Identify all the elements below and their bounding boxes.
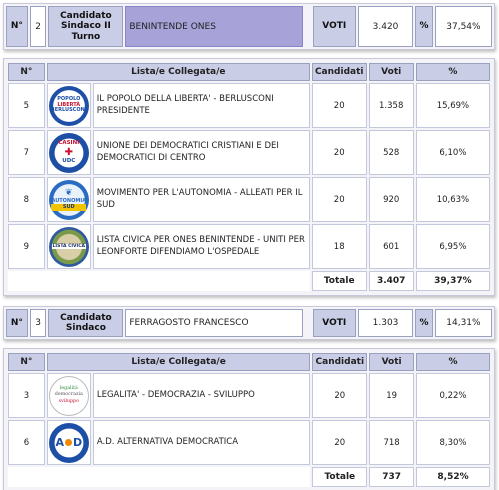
list-percentage: 6,10% [415, 130, 490, 175]
list-candidates: 20 [311, 130, 367, 175]
list-number: 5 [8, 83, 45, 128]
list-votes: 601 [368, 224, 414, 269]
pct-label: % [415, 309, 433, 337]
list-candidates: 20 [312, 420, 368, 465]
column-header-voti: Voti [369, 353, 415, 371]
candidate-header: N° 2 Candidato Sindaco II Turno BENINTEN… [3, 3, 495, 50]
column-header-pct: % [415, 63, 490, 81]
column-header-candidati: Candidati [312, 353, 368, 371]
mpa-logo-icon: ❦ AUTONOMIA SUD [48, 179, 89, 220]
list-name: MOVIMENTO PER L'AUTONOMIA - ALLEATI PER … [92, 177, 310, 222]
table-row: 9 LISTA CIVICA LISTA CIVICA PER ONES BEN… [8, 224, 490, 269]
list-name: IL POPOLO DELLA LIBERTA' - BERLUSCONI PR… [92, 83, 310, 128]
column-header-voti: Voti [368, 63, 414, 81]
voti-label: VOTI [312, 6, 356, 47]
candidate-role-label: Candidato Sindaco II Turno [48, 6, 124, 47]
candidate-block-benintende: N° 2 Candidato Sindaco II Turno BENINTEN… [3, 3, 495, 296]
list-candidates: 18 [311, 224, 367, 269]
voti-label: VOTI [312, 309, 356, 337]
totale-votes: 737 [369, 467, 415, 487]
spacer [305, 6, 311, 47]
list-number: 7 [8, 130, 45, 175]
list-votes: 19 [369, 373, 415, 418]
column-header-num: N° [8, 63, 45, 81]
list-number: 9 [8, 224, 45, 269]
candidate-header: N° 3 Candidato Sindaco FERRAGOSTO FRANCE… [3, 306, 495, 340]
table-header-row: N° Lista/e Collegata/e Candidati Voti % [8, 353, 490, 371]
list-votes: 528 [368, 130, 414, 175]
no-label: N° [6, 6, 28, 47]
list-number: 3 [8, 373, 45, 418]
list-number: 8 [8, 177, 45, 222]
udc-logo-icon: CASINI ✚ UDC [48, 132, 89, 173]
list-votes: 1.358 [368, 83, 414, 128]
list-percentage: 8,30% [416, 420, 490, 465]
list-percentage: 0,22% [416, 373, 490, 418]
list-name: LEGALITA' - DEMOCRAZIA - SVILUPPO [92, 373, 311, 418]
list-votes: 920 [368, 177, 414, 222]
pdl-logo-icon: POPOLO LIBERTÀ BERLUSCONI [48, 85, 89, 126]
table-row: 6 A D A.D. ALTERNATIVA DEMOCRATICA 20 71… [8, 420, 490, 465]
no-label: N° [6, 309, 28, 337]
table-row: 3 legalità democrazia sviluppo LEGALITA'… [8, 373, 490, 418]
column-header-num: N° [8, 353, 45, 371]
legalita-logo-icon: legalità democrazia sviluppo [48, 375, 89, 416]
lista-civica-logo-icon: LISTA CIVICA [48, 226, 89, 267]
lists-table: N° Lista/e Collegata/e Candidati Voti % … [3, 348, 495, 490]
list-number: 6 [8, 420, 45, 465]
totale-votes: 3.407 [368, 271, 414, 291]
column-header-lista: Lista/e Collegata/e [46, 353, 311, 371]
column-header-pct: % [416, 353, 490, 371]
candidate-percentage: 37,54% [434, 6, 492, 47]
list-percentage: 10,63% [415, 177, 490, 222]
candidate-name: FERRAGOSTO FRANCESCO [125, 309, 303, 337]
table-row: 7 CASINI ✚ UDC UNIONE DEI DEMOCRATICI CR… [8, 130, 490, 175]
candidate-role-label: Candidato Sindaco [48, 309, 124, 337]
list-name: LISTA CIVICA PER ONES BENINTENDE - UNITI… [92, 224, 310, 269]
totale-label: Totale [312, 467, 368, 487]
totals-row: Totale 3.407 39,37% [8, 271, 490, 291]
totals-row: Totale 737 8,52% [8, 467, 490, 487]
table-row: 5 POPOLO LIBERTÀ BERLUSCONI IL POPOLO DE… [8, 83, 490, 128]
candidate-number: 3 [29, 309, 47, 337]
candidate-name: BENINTENDE ONES [125, 6, 303, 47]
candidate-block-ferragosto: N° 3 Candidato Sindaco FERRAGOSTO FRANCE… [3, 306, 495, 490]
list-candidates: 20 [311, 83, 367, 128]
table-row: 8 ❦ AUTONOMIA SUD MOVIMENTO PER L'AUTONO… [8, 177, 490, 222]
totale-percentage: 39,37% [415, 271, 490, 291]
alternativa-democratica-logo-icon: A D [48, 422, 89, 463]
totale-label: Totale [311, 271, 367, 291]
list-votes: 718 [369, 420, 415, 465]
list-percentage: 15,69% [415, 83, 490, 128]
candidate-number: 2 [29, 6, 47, 47]
column-header-lista: Lista/e Collegata/e [46, 63, 310, 81]
spacer [305, 309, 311, 337]
column-header-candidati: Candidati [311, 63, 367, 81]
pct-label: % [415, 6, 433, 47]
list-percentage: 6,95% [415, 224, 490, 269]
list-candidates: 20 [312, 373, 368, 418]
totale-percentage: 8,52% [416, 467, 490, 487]
list-candidates: 20 [311, 177, 367, 222]
table-header-row: N° Lista/e Collegata/e Candidati Voti % [8, 63, 490, 81]
list-name: UNIONE DEI DEMOCRATICI CRISTIANI E DEI D… [92, 130, 310, 175]
list-name: A.D. ALTERNATIVA DEMOCRATICA [92, 420, 311, 465]
candidate-votes: 1.303 [357, 309, 414, 337]
lists-table: N° Lista/e Collegata/e Candidati Voti % … [3, 58, 495, 296]
candidate-votes: 3.420 [357, 6, 414, 47]
candidate-percentage: 14,31% [434, 309, 492, 337]
